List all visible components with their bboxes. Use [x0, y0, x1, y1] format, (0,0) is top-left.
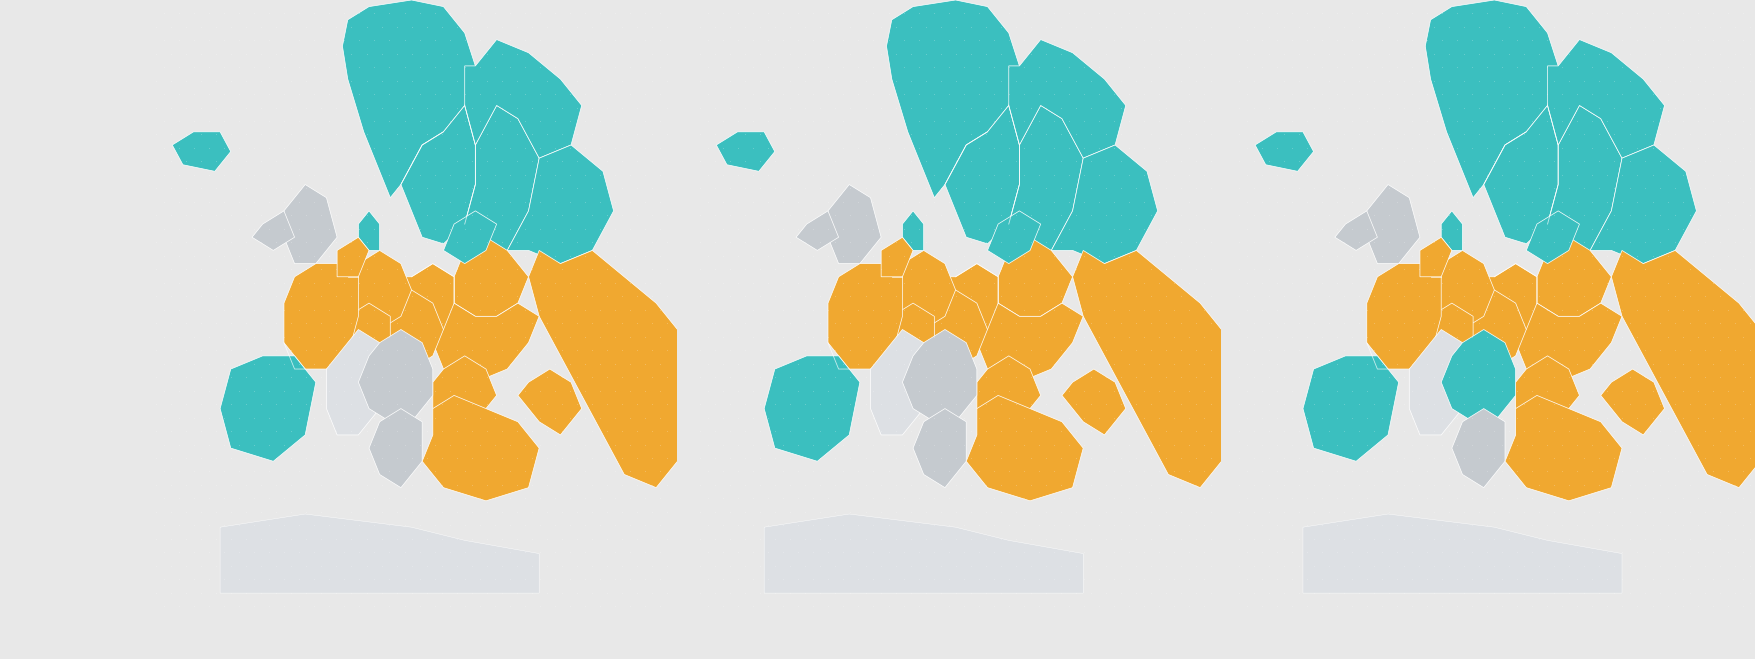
Polygon shape	[379, 290, 444, 369]
Polygon shape	[716, 132, 774, 171]
Polygon shape	[423, 395, 539, 501]
Polygon shape	[433, 303, 539, 382]
Polygon shape	[886, 0, 1020, 198]
Polygon shape	[923, 290, 988, 369]
Polygon shape	[999, 237, 1072, 316]
Polygon shape	[1009, 105, 1083, 264]
Polygon shape	[172, 132, 230, 171]
Polygon shape	[978, 303, 1083, 382]
Polygon shape	[528, 250, 677, 488]
Polygon shape	[913, 409, 967, 488]
Polygon shape	[902, 330, 978, 422]
Polygon shape	[284, 264, 358, 369]
Polygon shape	[797, 211, 839, 250]
Polygon shape	[1367, 264, 1441, 369]
Polygon shape	[763, 514, 1083, 593]
Polygon shape	[1430, 250, 1494, 330]
Polygon shape	[1601, 369, 1664, 435]
Polygon shape	[828, 264, 902, 369]
Polygon shape	[1472, 264, 1537, 343]
Polygon shape	[1062, 369, 1125, 435]
Polygon shape	[1420, 303, 1472, 356]
Polygon shape	[219, 356, 316, 461]
Polygon shape	[465, 40, 581, 158]
Polygon shape	[444, 211, 497, 264]
Polygon shape	[828, 185, 881, 264]
Polygon shape	[219, 514, 539, 593]
Polygon shape	[358, 330, 433, 422]
Polygon shape	[1072, 250, 1221, 488]
Polygon shape	[1441, 211, 1462, 250]
Polygon shape	[1302, 514, 1622, 593]
Polygon shape	[978, 356, 1041, 422]
Polygon shape	[881, 303, 934, 356]
Polygon shape	[1051, 145, 1158, 264]
Polygon shape	[1516, 303, 1622, 382]
Polygon shape	[902, 211, 923, 250]
Polygon shape	[369, 409, 423, 488]
Polygon shape	[1255, 132, 1313, 171]
Polygon shape	[1451, 409, 1506, 488]
Polygon shape	[1462, 290, 1527, 369]
Polygon shape	[763, 356, 860, 461]
Polygon shape	[1516, 356, 1580, 422]
Polygon shape	[967, 395, 1083, 501]
Polygon shape	[337, 303, 390, 356]
Polygon shape	[1527, 211, 1580, 264]
Polygon shape	[988, 211, 1041, 264]
Polygon shape	[326, 330, 390, 435]
Polygon shape	[347, 250, 411, 330]
Polygon shape	[1336, 211, 1378, 250]
Polygon shape	[1409, 330, 1472, 435]
Polygon shape	[1425, 0, 1558, 198]
Polygon shape	[1483, 105, 1558, 244]
Polygon shape	[892, 250, 955, 330]
Polygon shape	[1506, 395, 1622, 501]
Polygon shape	[518, 369, 581, 435]
Polygon shape	[337, 237, 369, 277]
Polygon shape	[1537, 237, 1611, 316]
Polygon shape	[253, 211, 295, 250]
Polygon shape	[944, 105, 1020, 244]
Polygon shape	[1548, 40, 1664, 158]
Polygon shape	[881, 237, 913, 277]
Polygon shape	[400, 105, 476, 244]
Polygon shape	[1590, 145, 1697, 264]
Polygon shape	[934, 264, 999, 343]
Polygon shape	[1548, 105, 1622, 264]
Polygon shape	[1009, 40, 1125, 158]
Polygon shape	[1302, 356, 1399, 461]
Polygon shape	[390, 264, 455, 343]
Polygon shape	[465, 105, 539, 264]
Polygon shape	[455, 237, 528, 316]
Polygon shape	[342, 0, 476, 198]
Polygon shape	[1420, 237, 1451, 277]
Polygon shape	[870, 330, 934, 435]
Polygon shape	[284, 185, 337, 264]
Polygon shape	[433, 356, 497, 422]
Polygon shape	[507, 145, 614, 264]
Polygon shape	[1367, 185, 1420, 264]
Polygon shape	[358, 211, 379, 250]
Polygon shape	[1441, 330, 1516, 422]
Polygon shape	[1611, 250, 1755, 488]
